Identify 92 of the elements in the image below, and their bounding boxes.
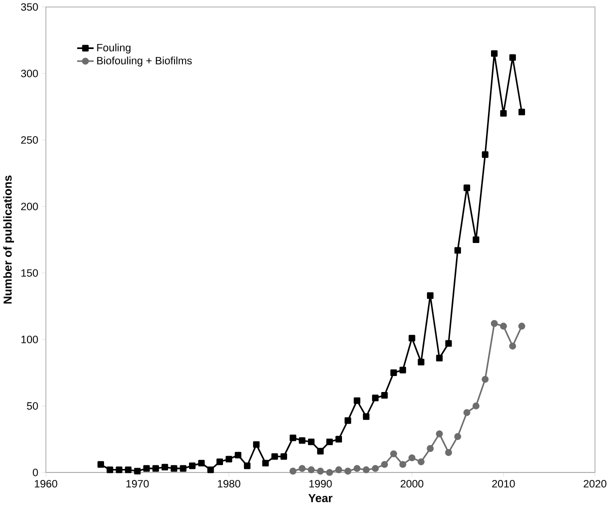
point <box>335 436 342 442</box>
point <box>262 460 269 466</box>
point <box>454 246 461 254</box>
point <box>362 466 370 474</box>
x-tick-label: 2010 <box>492 480 515 488</box>
point <box>408 454 416 462</box>
point <box>436 430 443 438</box>
point <box>234 452 242 458</box>
point <box>500 322 507 330</box>
y-tick-label: 50 <box>26 402 38 410</box>
point <box>400 366 406 374</box>
x-tick-label: 1990 <box>309 480 332 488</box>
point <box>289 467 296 474</box>
point <box>226 456 232 462</box>
point <box>500 110 507 116</box>
point <box>316 467 324 474</box>
point <box>116 466 122 473</box>
point <box>298 437 306 444</box>
point <box>124 466 132 473</box>
x-tick-label: 2000 <box>400 480 424 488</box>
point <box>326 468 334 476</box>
point <box>180 464 186 472</box>
point <box>253 441 260 448</box>
point <box>106 466 114 473</box>
point <box>216 458 224 465</box>
y-tick-label: 300 <box>21 70 38 78</box>
point <box>308 438 315 445</box>
x-tick-label: 1960 <box>34 480 58 488</box>
y-tick-label: 200 <box>21 202 38 210</box>
x-tick-label: 1980 <box>218 480 240 488</box>
point <box>490 320 498 327</box>
point <box>189 462 196 469</box>
point <box>491 50 498 57</box>
x-tick-label: 1970 <box>126 480 149 488</box>
point <box>418 358 424 366</box>
point <box>362 413 370 420</box>
point <box>298 464 306 472</box>
point <box>399 460 406 468</box>
point <box>518 322 526 330</box>
point <box>518 108 526 116</box>
point <box>354 464 361 472</box>
point <box>390 450 398 458</box>
point <box>162 464 168 470</box>
point <box>390 369 397 376</box>
point <box>472 236 480 243</box>
point <box>170 464 178 472</box>
point <box>463 408 470 416</box>
point <box>445 340 452 347</box>
point <box>509 54 516 61</box>
point <box>426 292 434 299</box>
y-tick-label: 250 <box>21 136 38 144</box>
point <box>317 448 324 454</box>
x-tick-label: 2020 <box>584 480 606 488</box>
point <box>418 458 425 466</box>
legend-label: Biofouling + Biofilms <box>97 56 192 66</box>
point <box>354 397 360 404</box>
point <box>408 334 416 342</box>
point <box>344 417 352 424</box>
point <box>134 468 141 474</box>
point <box>454 432 462 440</box>
y-axis-title: Number of publications <box>3 175 14 304</box>
point <box>344 467 352 474</box>
point <box>445 448 452 456</box>
point <box>464 184 470 191</box>
y-tick-label: 150 <box>21 269 38 277</box>
point <box>381 460 388 468</box>
point <box>143 464 150 472</box>
point <box>308 466 315 474</box>
point <box>372 394 379 402</box>
point <box>482 376 489 383</box>
point <box>381 392 388 398</box>
y-tick-label: 0 <box>32 468 38 476</box>
point <box>97 460 104 468</box>
point <box>326 438 333 445</box>
point <box>509 342 516 350</box>
point <box>207 466 214 473</box>
y-tick-label: 100 <box>21 336 38 344</box>
point <box>290 434 296 441</box>
point <box>472 402 480 410</box>
point <box>335 466 342 474</box>
point <box>482 151 488 158</box>
point <box>372 464 379 472</box>
point <box>271 453 278 460</box>
point <box>152 464 159 472</box>
y-tick-label: 350 <box>21 3 38 11</box>
point <box>198 460 205 466</box>
point <box>280 453 288 460</box>
point <box>426 444 434 452</box>
point <box>436 354 443 362</box>
legend-label: Fouling <box>97 43 130 54</box>
x-axis-title: Year <box>308 494 332 502</box>
point <box>244 462 250 469</box>
